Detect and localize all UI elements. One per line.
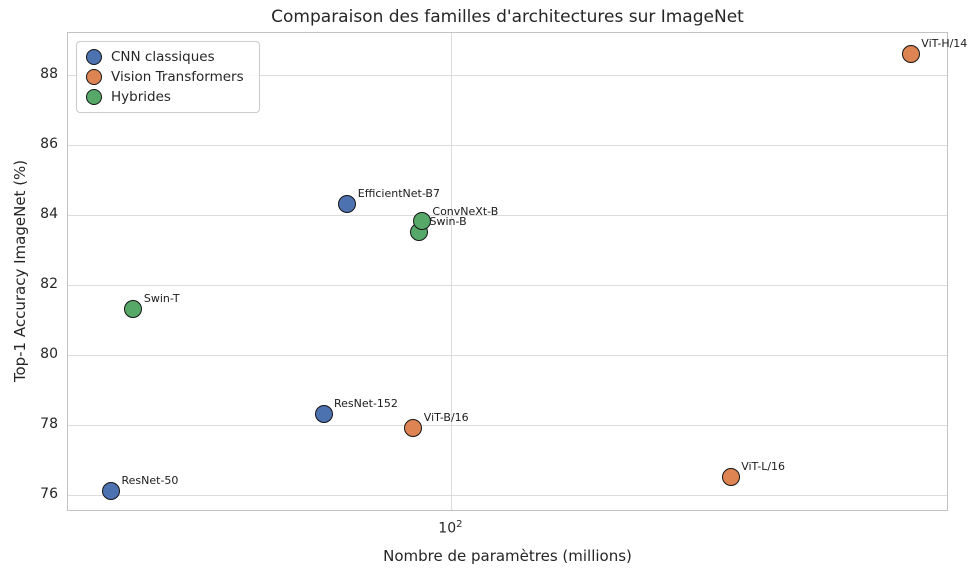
y-tick-label-86: 86 [40,135,58,152]
point-vit-h-14 [901,44,920,63]
point-label-vit-b-16: ViT-B/16 [423,411,469,425]
y-tick-label-78: 78 [40,415,58,432]
x-axis-label: Nombre de paramètres (millions) [383,547,632,565]
legend-marker-icon [86,69,102,85]
legend: CNN classiques Vision Transformers Hybride… [76,41,260,113]
point-efficientnet-b7 [338,194,357,213]
point-resnet-50 [102,481,120,500]
chart-title: Comparaison des familles d'architectures… [271,7,744,27]
point-label-convnext-b: ConvNeXt-B [432,204,499,218]
legend-marker-icon [86,49,102,65]
legend-marker-icon [86,89,102,105]
gridline-y-86 [68,144,947,146]
point-convnext-b [412,212,431,231]
y-tick-label-82: 82 [40,275,58,292]
legend-item-hybrides: Hybrides [86,88,244,106]
point-label-swin-b: Swin-B [429,215,467,229]
point-label-vit-h-14: ViT-H/14 [921,37,968,50]
point-label-resnet-50: ResNet-50 [121,474,179,487]
y-tick-label-88: 88 [40,66,58,82]
point-label-vit-l-16: ViT-L/16 [741,460,786,473]
point-vit-l-16 [721,467,740,486]
gridline-y-88 [68,75,947,76]
legend-item-label: Hybrides [111,89,171,105]
gridline-x-100 [451,33,453,510]
gridline-y-76 [68,494,947,496]
legend-item-label: CNN classiques [111,49,215,65]
point-vit-b-16 [404,418,423,437]
point-swin-t [124,299,143,318]
gridline-y-82 [68,284,947,286]
gridline-y-78 [68,424,947,426]
point-label-resnet-152: ResNet-152 [334,397,398,411]
y-tick-label-80: 80 [40,345,58,362]
point-label-efficientnet-b7: EfficientNet-B7 [357,187,440,201]
legend-item-vision-transformers: Vision Transformers [86,68,244,86]
y-tick-label-84: 84 [40,205,58,222]
legend-item-cnn-classiques: CNN classiques [86,48,244,66]
point-label-swin-t: Swin-T [143,292,180,306]
gridline-y-84 [68,214,947,216]
point-resnet-152 [314,404,333,423]
legend-item-label: Vision Transformers [111,69,244,85]
gridline-y-80 [68,354,947,356]
x-tick-label: 102 [438,519,463,537]
y-tick-label-76: 76 [40,485,58,502]
